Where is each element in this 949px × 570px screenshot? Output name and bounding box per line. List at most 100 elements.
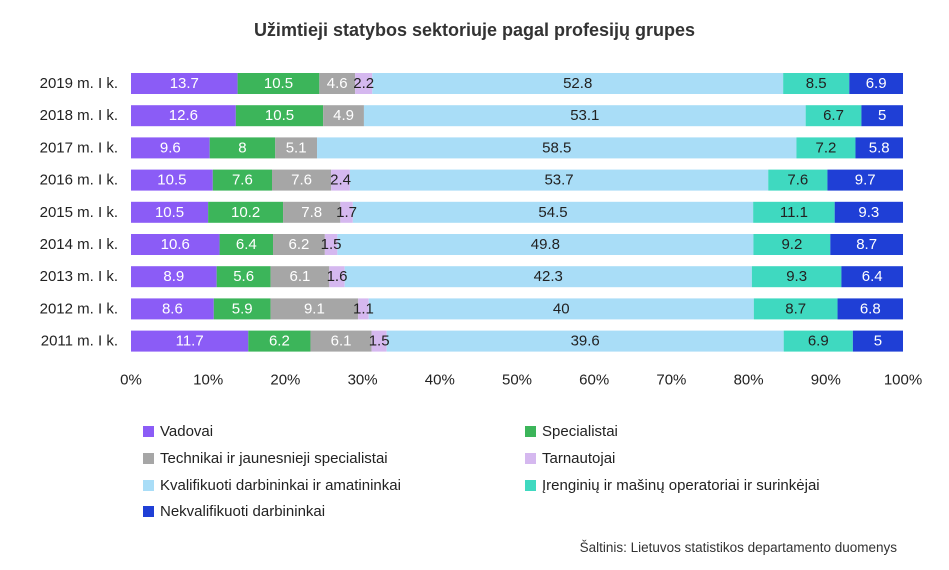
data-label: 11.7 [176,333,204,350]
legend-swatch [143,480,154,491]
data-label: 10.5 [155,204,184,221]
data-label: 10.5 [264,75,293,92]
legend-label: Tarnautojai [542,450,616,467]
legend-swatch [525,453,536,464]
bar-segment [371,330,387,352]
category-label: 2015 m. I k. [40,204,118,221]
data-label: 10.6 [161,236,190,253]
bar-segment [372,73,784,94]
data-label: 5 [878,107,886,124]
bar-segment [753,298,838,320]
bar-segment [219,234,274,255]
category-label: 2016 m. I k. [40,172,118,189]
data-label: 4.6 [327,75,348,92]
data-label: 1.7 [336,204,357,221]
bar-segment [208,201,284,223]
legend-item-specialistai: Specialistai [525,423,618,440]
data-label: 9.3 [858,204,879,221]
data-label: 1.5 [369,333,390,350]
legend-swatch [143,453,154,464]
legend-item-technikai: Technikai ir jaunesnieji specialistai [143,450,388,467]
data-label: 58.5 [542,139,571,156]
data-label: 8 [238,139,246,156]
source-note: Šaltinis: Lietuvos statistikos departame… [579,540,897,555]
bar-segment [131,73,238,94]
bar-segment [270,298,359,320]
legend-label: Nekvalifikuoti darbininkai [160,503,326,520]
legend-item-tarnautojai: Tarnautojai [525,450,615,467]
bar-segment [323,105,364,127]
x-tick-label: 90% [811,372,841,389]
bar-segment [830,234,903,255]
category-label: 2011 m. I k. [41,333,118,350]
bar-segment [213,298,271,320]
data-label: 8.7 [856,236,877,253]
legend-swatch [143,506,154,517]
bar-segment [131,330,249,352]
bar-segment [344,266,752,288]
x-tick-label: 70% [656,372,686,389]
data-label: 13.7 [170,75,199,92]
legend-item-vadovai: Vadovai [143,423,213,440]
legend-swatch [143,426,154,437]
bar-segment [355,73,373,94]
bar-segment [340,201,353,223]
bar-segment [837,298,903,320]
data-label: 6.7 [823,107,844,124]
data-label: 7.6 [232,172,253,189]
data-label: 1.6 [327,268,348,285]
data-label: 9.2 [781,236,802,253]
stacked-bar-chart: 13.7 10.5 4.6 2.2 52.8 8.5 6.9 12.6 10.5 4.9 53.1 6… [40,73,922,389]
bar-segment [235,105,324,127]
bar-segment [270,266,330,288]
bar-segment [349,169,769,191]
legend-label: Įrenginių ir mašinų operatoriai ir surin… [542,477,820,494]
data-label: 5 [874,333,882,350]
bar-segment [861,105,903,127]
data-label: 2.4 [330,172,351,189]
x-tick-label: 30% [348,372,378,389]
legend-swatch [525,426,536,437]
x-tick-label: 50% [502,372,532,389]
data-label: 7.2 [816,139,837,156]
legend-item-nekvalifikuoti: Nekvalifikuoti darbininkai [143,503,325,520]
data-label: 53.7 [544,172,573,189]
bar-segment [796,137,856,159]
legend-swatch [525,480,536,491]
bar-segment [337,234,754,255]
data-label: 2.2 [353,75,374,92]
bar-segment [368,298,754,320]
data-label: 6.1 [331,333,352,350]
bar-segment [275,137,318,159]
bar-segment [248,330,311,352]
x-tick-label: 10% [193,372,223,389]
x-tick-label: 100% [884,372,922,389]
data-label: 10.5 [265,107,294,124]
data-label: 5.9 [232,300,253,317]
data-label: 6.4 [236,236,257,253]
data-label: 6.4 [862,268,883,285]
bar-segment [331,169,350,191]
bar-segment [852,330,903,352]
bar-segment [216,266,271,288]
data-label: 6.9 [866,75,887,92]
data-label: 8.5 [806,75,827,92]
x-tick-label: 40% [425,372,455,389]
bar-segment [131,105,236,127]
data-label: 5.8 [869,139,890,156]
category-label: 2014 m. I k. [40,236,118,253]
bar-segment [855,137,903,159]
bar-segment [753,234,831,255]
bar-segment [783,73,850,94]
bar-segment [131,266,217,288]
category-label: 2013 m. I k. [40,268,118,285]
data-label: 1.1 [353,300,374,317]
bar-segment [283,201,341,223]
bar-segment [209,137,276,159]
legend-label: Vadovai [160,423,214,440]
bar-segment [363,105,806,127]
bar-segment [310,330,372,352]
category-label: 2012 m. I k. [40,300,118,317]
bar-segment [319,73,356,94]
bar-segment [131,234,220,255]
